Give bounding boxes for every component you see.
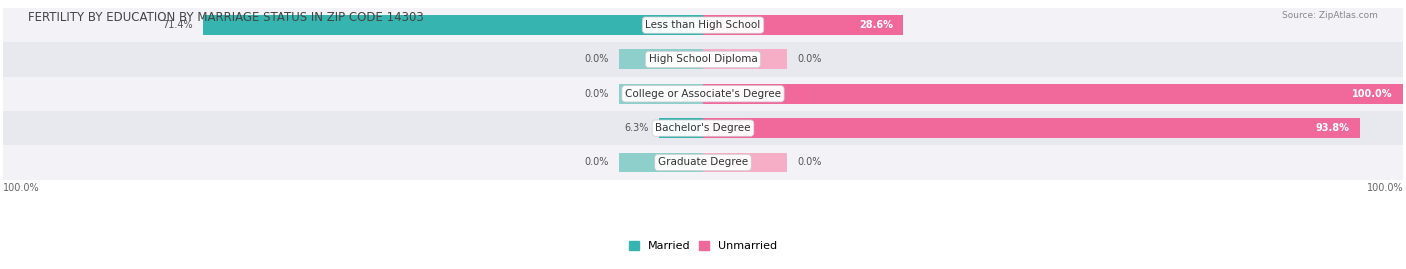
- Text: Graduate Degree: Graduate Degree: [658, 157, 748, 168]
- Bar: [619, 153, 703, 172]
- Bar: [3, 42, 1403, 77]
- Bar: [3, 111, 1403, 145]
- Text: 0.0%: 0.0%: [583, 89, 609, 99]
- Text: 0.0%: 0.0%: [797, 54, 823, 65]
- Text: 93.8%: 93.8%: [1316, 123, 1350, 133]
- Text: 28.6%: 28.6%: [859, 20, 893, 30]
- Text: 71.4%: 71.4%: [162, 20, 193, 30]
- Text: 0.0%: 0.0%: [583, 157, 609, 168]
- Text: College or Associate's Degree: College or Associate's Degree: [626, 89, 780, 99]
- Text: 0.0%: 0.0%: [797, 157, 823, 168]
- Text: 100.0%: 100.0%: [1353, 89, 1393, 99]
- Text: 6.3%: 6.3%: [624, 123, 648, 133]
- Text: FERTILITY BY EDUCATION BY MARRIAGE STATUS IN ZIP CODE 14303: FERTILITY BY EDUCATION BY MARRIAGE STATU…: [28, 11, 423, 24]
- Bar: [703, 84, 1403, 104]
- Text: Bachelor's Degree: Bachelor's Degree: [655, 123, 751, 133]
- Bar: [703, 118, 1360, 138]
- Text: High School Diploma: High School Diploma: [648, 54, 758, 65]
- Bar: [703, 49, 787, 69]
- Bar: [703, 153, 787, 172]
- Bar: [3, 77, 1403, 111]
- Bar: [3, 145, 1403, 180]
- Legend: Married, Unmarried: Married, Unmarried: [624, 236, 782, 256]
- Text: Less than High School: Less than High School: [645, 20, 761, 30]
- Text: 0.0%: 0.0%: [583, 54, 609, 65]
- Text: 100.0%: 100.0%: [1367, 183, 1403, 193]
- Text: Source: ZipAtlas.com: Source: ZipAtlas.com: [1282, 11, 1378, 20]
- Text: 100.0%: 100.0%: [3, 183, 39, 193]
- Bar: [619, 49, 703, 69]
- Bar: [3, 8, 1403, 42]
- Bar: [659, 118, 703, 138]
- Bar: [202, 15, 703, 35]
- Bar: [703, 15, 903, 35]
- Bar: [619, 84, 703, 104]
